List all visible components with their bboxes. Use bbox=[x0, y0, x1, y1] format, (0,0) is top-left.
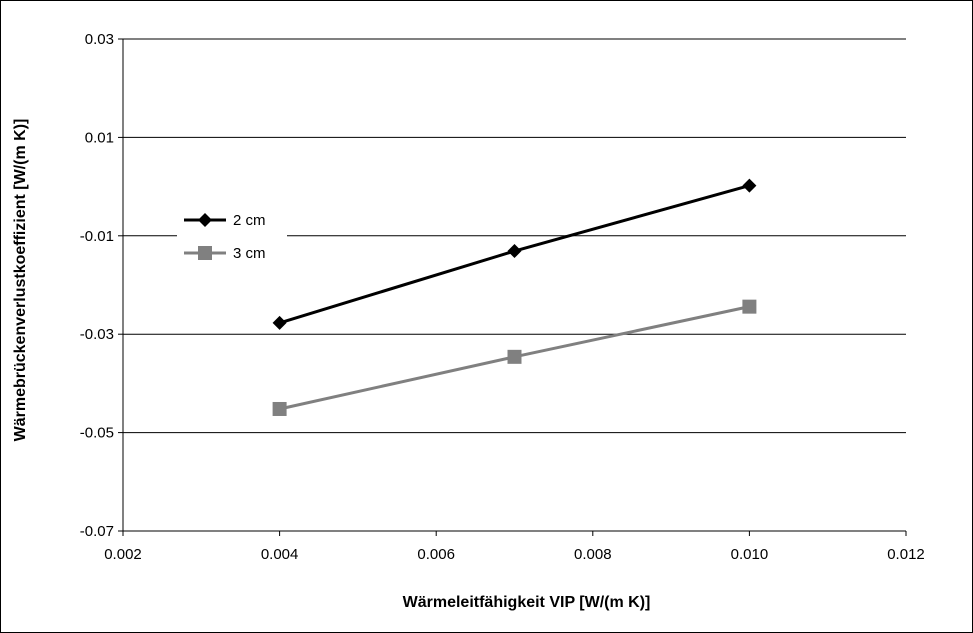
x-tick-label: 0.008 bbox=[574, 546, 612, 563]
y-tick-label: -0.03 bbox=[80, 326, 114, 343]
legend: 2 cm 3 cm bbox=[177, 206, 287, 274]
y-axis-title: Wärmebrückenverlustkoeffizient [W/(m K)] bbox=[12, 119, 29, 442]
x-tick-label: 0.012 bbox=[887, 546, 925, 563]
x-axis-title: Wärmeleitfähigkeit VIP [W/(m K)] bbox=[403, 594, 651, 611]
legend-box bbox=[177, 206, 287, 274]
data-point-square bbox=[198, 246, 212, 260]
data-point-diamond bbox=[198, 213, 212, 227]
y-tick-label: -0.01 bbox=[80, 228, 114, 245]
tick-labels: 0.03 0.01 -0.01 -0.03 -0.05 -0.07 0.002 0.004 0.… bbox=[80, 31, 925, 563]
axes bbox=[118, 38, 907, 536]
data-point-diamond bbox=[507, 244, 522, 259]
x-tick-label: 0.004 bbox=[261, 546, 299, 563]
data-point-square bbox=[742, 299, 757, 314]
x-tick-label: 0.002 bbox=[104, 546, 142, 563]
y-tick-label: 0.01 bbox=[85, 129, 114, 146]
data-series bbox=[272, 178, 757, 416]
y-tick-label: -0.07 bbox=[80, 523, 114, 540]
data-point-square bbox=[507, 349, 522, 364]
legend-label: 3 cm bbox=[233, 245, 266, 262]
data-point-diamond bbox=[742, 178, 757, 193]
legend-label: 2 cm bbox=[233, 212, 266, 229]
x-tick-label: 0.006 bbox=[417, 546, 455, 563]
y-tick-label: -0.05 bbox=[80, 425, 114, 442]
x-tick-label: 0.010 bbox=[731, 546, 769, 563]
data-point-diamond bbox=[272, 315, 287, 330]
data-point-square bbox=[272, 401, 287, 416]
series-2 bbox=[272, 299, 757, 416]
y-tick-label: 0.03 bbox=[85, 31, 114, 48]
series-1 bbox=[272, 178, 757, 330]
